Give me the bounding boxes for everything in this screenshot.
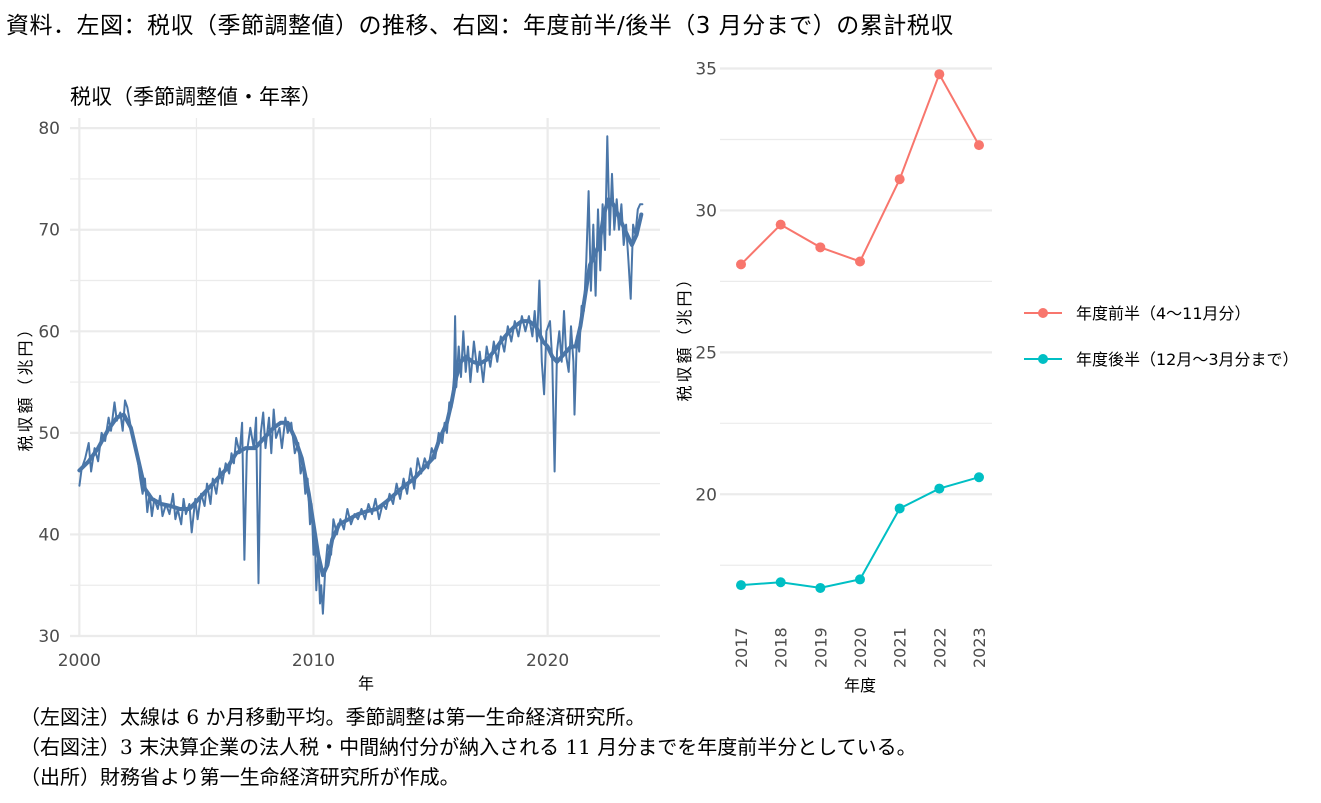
charts-canvas: 税収（季節調整値・年率） 30 40 50 60 70 80 2000 2010 2020 年… <box>16 60 1299 695</box>
left-x-tick-label: 2000 <box>58 651 101 671</box>
right-x-tick-label: 2018 <box>772 627 791 668</box>
left-y-tick-label: 70 <box>38 221 60 241</box>
left-y-axis-label: 税収額（兆円） <box>16 318 35 451</box>
right-chart: 20 25 30 35 2017 2018 2019 2020 2021 2022 2023 年度… <box>675 60 1299 695</box>
right-y-tick-label: 25 <box>695 343 717 363</box>
second-half-point <box>934 483 945 494</box>
left-y-tick-label: 60 <box>38 322 60 342</box>
right-y-axis-label: 税収額（兆円） <box>675 268 694 401</box>
right-x-tick-label: 2023 <box>970 627 989 668</box>
second-half-point <box>736 580 746 591</box>
second-half-point <box>815 582 826 593</box>
first-half-point <box>855 256 865 267</box>
footnotes: （左図注）太線は 6 か月移動平均。季節調整は第一生命経済研究所。 （右図注）3… <box>20 702 917 792</box>
right-x-tick-label: 2021 <box>891 627 910 668</box>
left-x-tick-label: 2020 <box>526 651 569 671</box>
right-y-tick-label: 20 <box>695 485 717 505</box>
first-half-point <box>974 140 984 151</box>
first-half-point <box>894 174 905 185</box>
second-half-point <box>974 472 984 483</box>
left-series-monthly-line <box>78 135 644 615</box>
right-x-tick-label: 2022 <box>930 627 949 668</box>
left-x-axis-label: 年 <box>358 674 374 693</box>
right-x-axis-label: 年度 <box>844 676 876 695</box>
legend-label-second-half: 年度後半（12月～3月分まで） <box>1076 350 1299 369</box>
left-chart: 税収（季節調整値・年率） 30 40 50 60 70 80 2000 2010 2020 年… <box>16 85 660 693</box>
right-y-tick-label: 35 <box>695 60 717 80</box>
left-y-tick-label: 80 <box>38 119 60 139</box>
first-half-point <box>736 259 746 270</box>
legend-key-point <box>1038 354 1048 364</box>
first-half-point <box>934 69 945 80</box>
right-x-tick-label: 2019 <box>811 627 830 668</box>
page-title: 資料．左図：税収（季節調整値）の推移、右図：年度前半/後半（3 月分まで）の累計… <box>6 13 954 39</box>
left-x-tick-label: 2010 <box>292 651 335 671</box>
left-y-tick-label: 40 <box>38 525 60 545</box>
first-half-point <box>815 242 826 253</box>
left-y-tick-label: 50 <box>38 424 60 444</box>
note-source: （出所）財務省より第一生命経済研究所が作成。 <box>20 765 460 789</box>
second-half-point <box>855 574 865 585</box>
note-right-chart: （右図注）3 末決算企業の法人税・中間納付分が納入される 11 月分までを年度前… <box>20 735 917 759</box>
second-half-point <box>775 577 786 588</box>
right-x-tick-label: 2017 <box>732 627 751 668</box>
left-series-moving-average-line <box>77 197 644 578</box>
right-x-tick-label: 2020 <box>851 627 870 668</box>
left-y-tick-label: 30 <box>38 627 60 647</box>
right-y-tick-label: 30 <box>695 201 717 221</box>
first-half-point <box>775 219 786 230</box>
note-left-chart: （左図注）太線は 6 か月移動平均。季節調整は第一生命経済研究所。 <box>20 705 646 729</box>
first-half-line <box>740 71 980 266</box>
legend-label-first-half: 年度前半（4～11月分） <box>1076 304 1251 323</box>
second-half-point <box>894 503 905 514</box>
legend: 年度前半（4～11月分） 年度後半（12月～3月分まで） <box>1024 304 1299 369</box>
left-chart-title: 税収（季節調整値・年率） <box>70 85 322 109</box>
legend-key-point <box>1038 308 1048 318</box>
